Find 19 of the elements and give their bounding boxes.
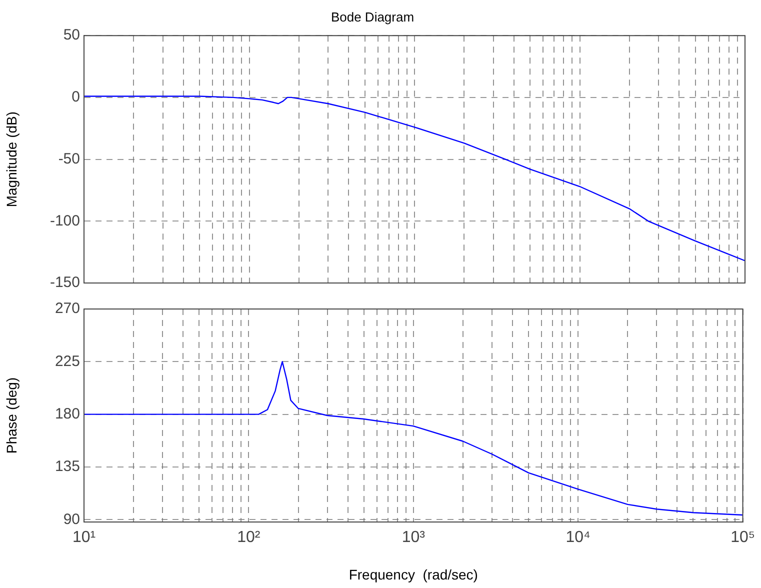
y-tick-label: 270 — [54, 300, 80, 318]
y-axis-title: Magnitude (dB) — [3, 111, 20, 208]
y-tick-label: -150 — [50, 274, 80, 292]
y-tick-label: -100 — [50, 212, 80, 230]
x-tick-label: 10¹ — [72, 529, 96, 546]
chart-title: Bode Diagram — [330, 9, 414, 24]
y-tick-label: 90 — [63, 510, 80, 528]
y-tick-label: 0 — [72, 88, 80, 106]
y-tick-label: -50 — [58, 150, 80, 168]
x-axis-title: Frequency (rad/sec) — [348, 566, 478, 582]
y-axis-title: Phase (deg) — [3, 377, 20, 454]
y-tick-label: 225 — [54, 352, 80, 370]
y-tick-label: 135 — [54, 458, 80, 476]
y-tick-label: 50 — [63, 26, 80, 44]
x-tick-label: 10⁴ — [566, 529, 591, 546]
x-tick-label: 10³ — [402, 529, 426, 546]
x-tick-label: 10² — [237, 529, 261, 546]
x-tick-label: 10⁵ — [730, 529, 756, 546]
y-tick-label: 180 — [54, 405, 80, 422]
